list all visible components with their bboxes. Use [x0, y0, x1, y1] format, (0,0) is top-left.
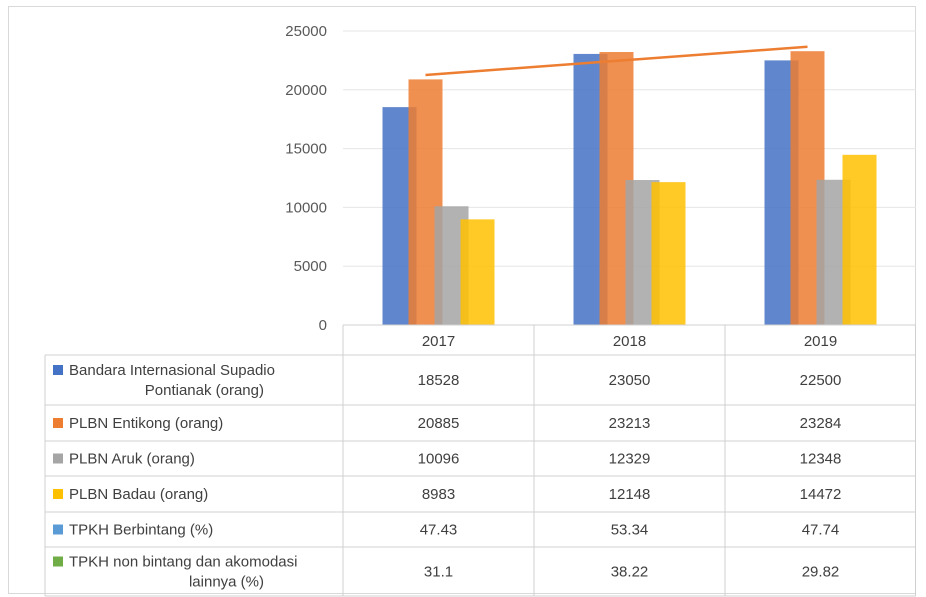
legend-swatch	[53, 365, 63, 375]
bar	[651, 182, 686, 325]
legend-swatch	[53, 489, 63, 499]
data-table: 2017 2018 2019 Bandara Internasional Supadi…	[44, 324, 916, 597]
data-table-cell: 12329	[609, 451, 651, 468]
data-table-cell: 22500	[800, 372, 842, 389]
data-table-cell: 47.43	[420, 522, 458, 539]
data-table-cell: 12348	[800, 451, 842, 468]
data-table-cell: 29.82	[802, 564, 840, 581]
data-table-cell: 14472	[800, 486, 842, 503]
trendline-line	[425, 45, 808, 77]
series-name: PLBN Aruk (orang)	[69, 451, 195, 468]
y-tick-label: 20000	[285, 82, 327, 99]
legend-swatch	[53, 418, 63, 428]
data-table-cell: 38.22	[611, 564, 649, 581]
data-table-cell: 18528	[418, 372, 460, 389]
y-tick-label: 15000	[285, 141, 327, 158]
data-table-cell: 20885	[418, 415, 460, 432]
series-name: lainnya (%)	[189, 574, 264, 591]
series-name: Bandara Internasional Supadio	[69, 362, 275, 379]
x-tick-label: 2019	[804, 333, 837, 350]
data-table-cell: 31.1	[424, 564, 453, 581]
trendline	[425, 45, 808, 77]
series-name: Pontianak (orang)	[145, 382, 264, 399]
series-name: PLBN Badau (orang)	[69, 486, 208, 503]
y-axis: 0 5000 10000 15000 20000 25000	[285, 23, 327, 334]
chart-frame	[8, 6, 916, 594]
data-table-cell: 23050	[609, 372, 651, 389]
y-tick-label: 0	[319, 317, 327, 334]
data-table-cell: 47.74	[802, 522, 840, 539]
data-table-cell: 53.34	[611, 522, 649, 539]
y-tick-label: 25000	[285, 23, 327, 40]
x-tick-label: 2018	[613, 333, 646, 350]
series-name: TPKH non bintang dan akomodasi	[69, 554, 297, 571]
data-table-cell: 23213	[609, 415, 651, 432]
data-table-cell: 8983	[422, 486, 455, 503]
bars	[382, 51, 877, 326]
y-tick-label: 10000	[285, 199, 327, 216]
legend-swatch	[53, 556, 63, 567]
legend-swatch	[53, 524, 63, 535]
series-name: TPKH Berbintang (%)	[69, 522, 213, 539]
data-table-cell: 10096	[418, 451, 460, 468]
bar	[842, 154, 877, 325]
x-tick-label: 2017	[422, 333, 455, 350]
data-table-cell: 23284	[800, 415, 842, 432]
bar	[460, 219, 495, 325]
legend-swatch	[53, 453, 63, 464]
y-tick-label: 5000	[294, 258, 327, 275]
series-name: PLBN Entikong (orang)	[69, 415, 223, 432]
data-table-cell: 12148	[609, 486, 651, 503]
